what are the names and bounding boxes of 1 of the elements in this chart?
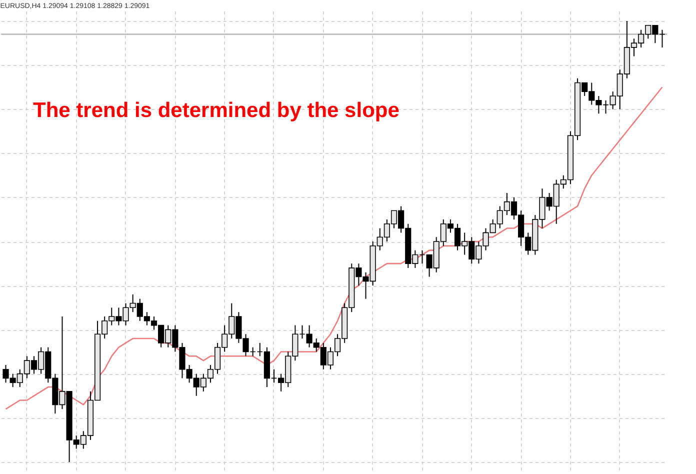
- annotation: The trend is determined by the slope: [33, 99, 400, 122]
